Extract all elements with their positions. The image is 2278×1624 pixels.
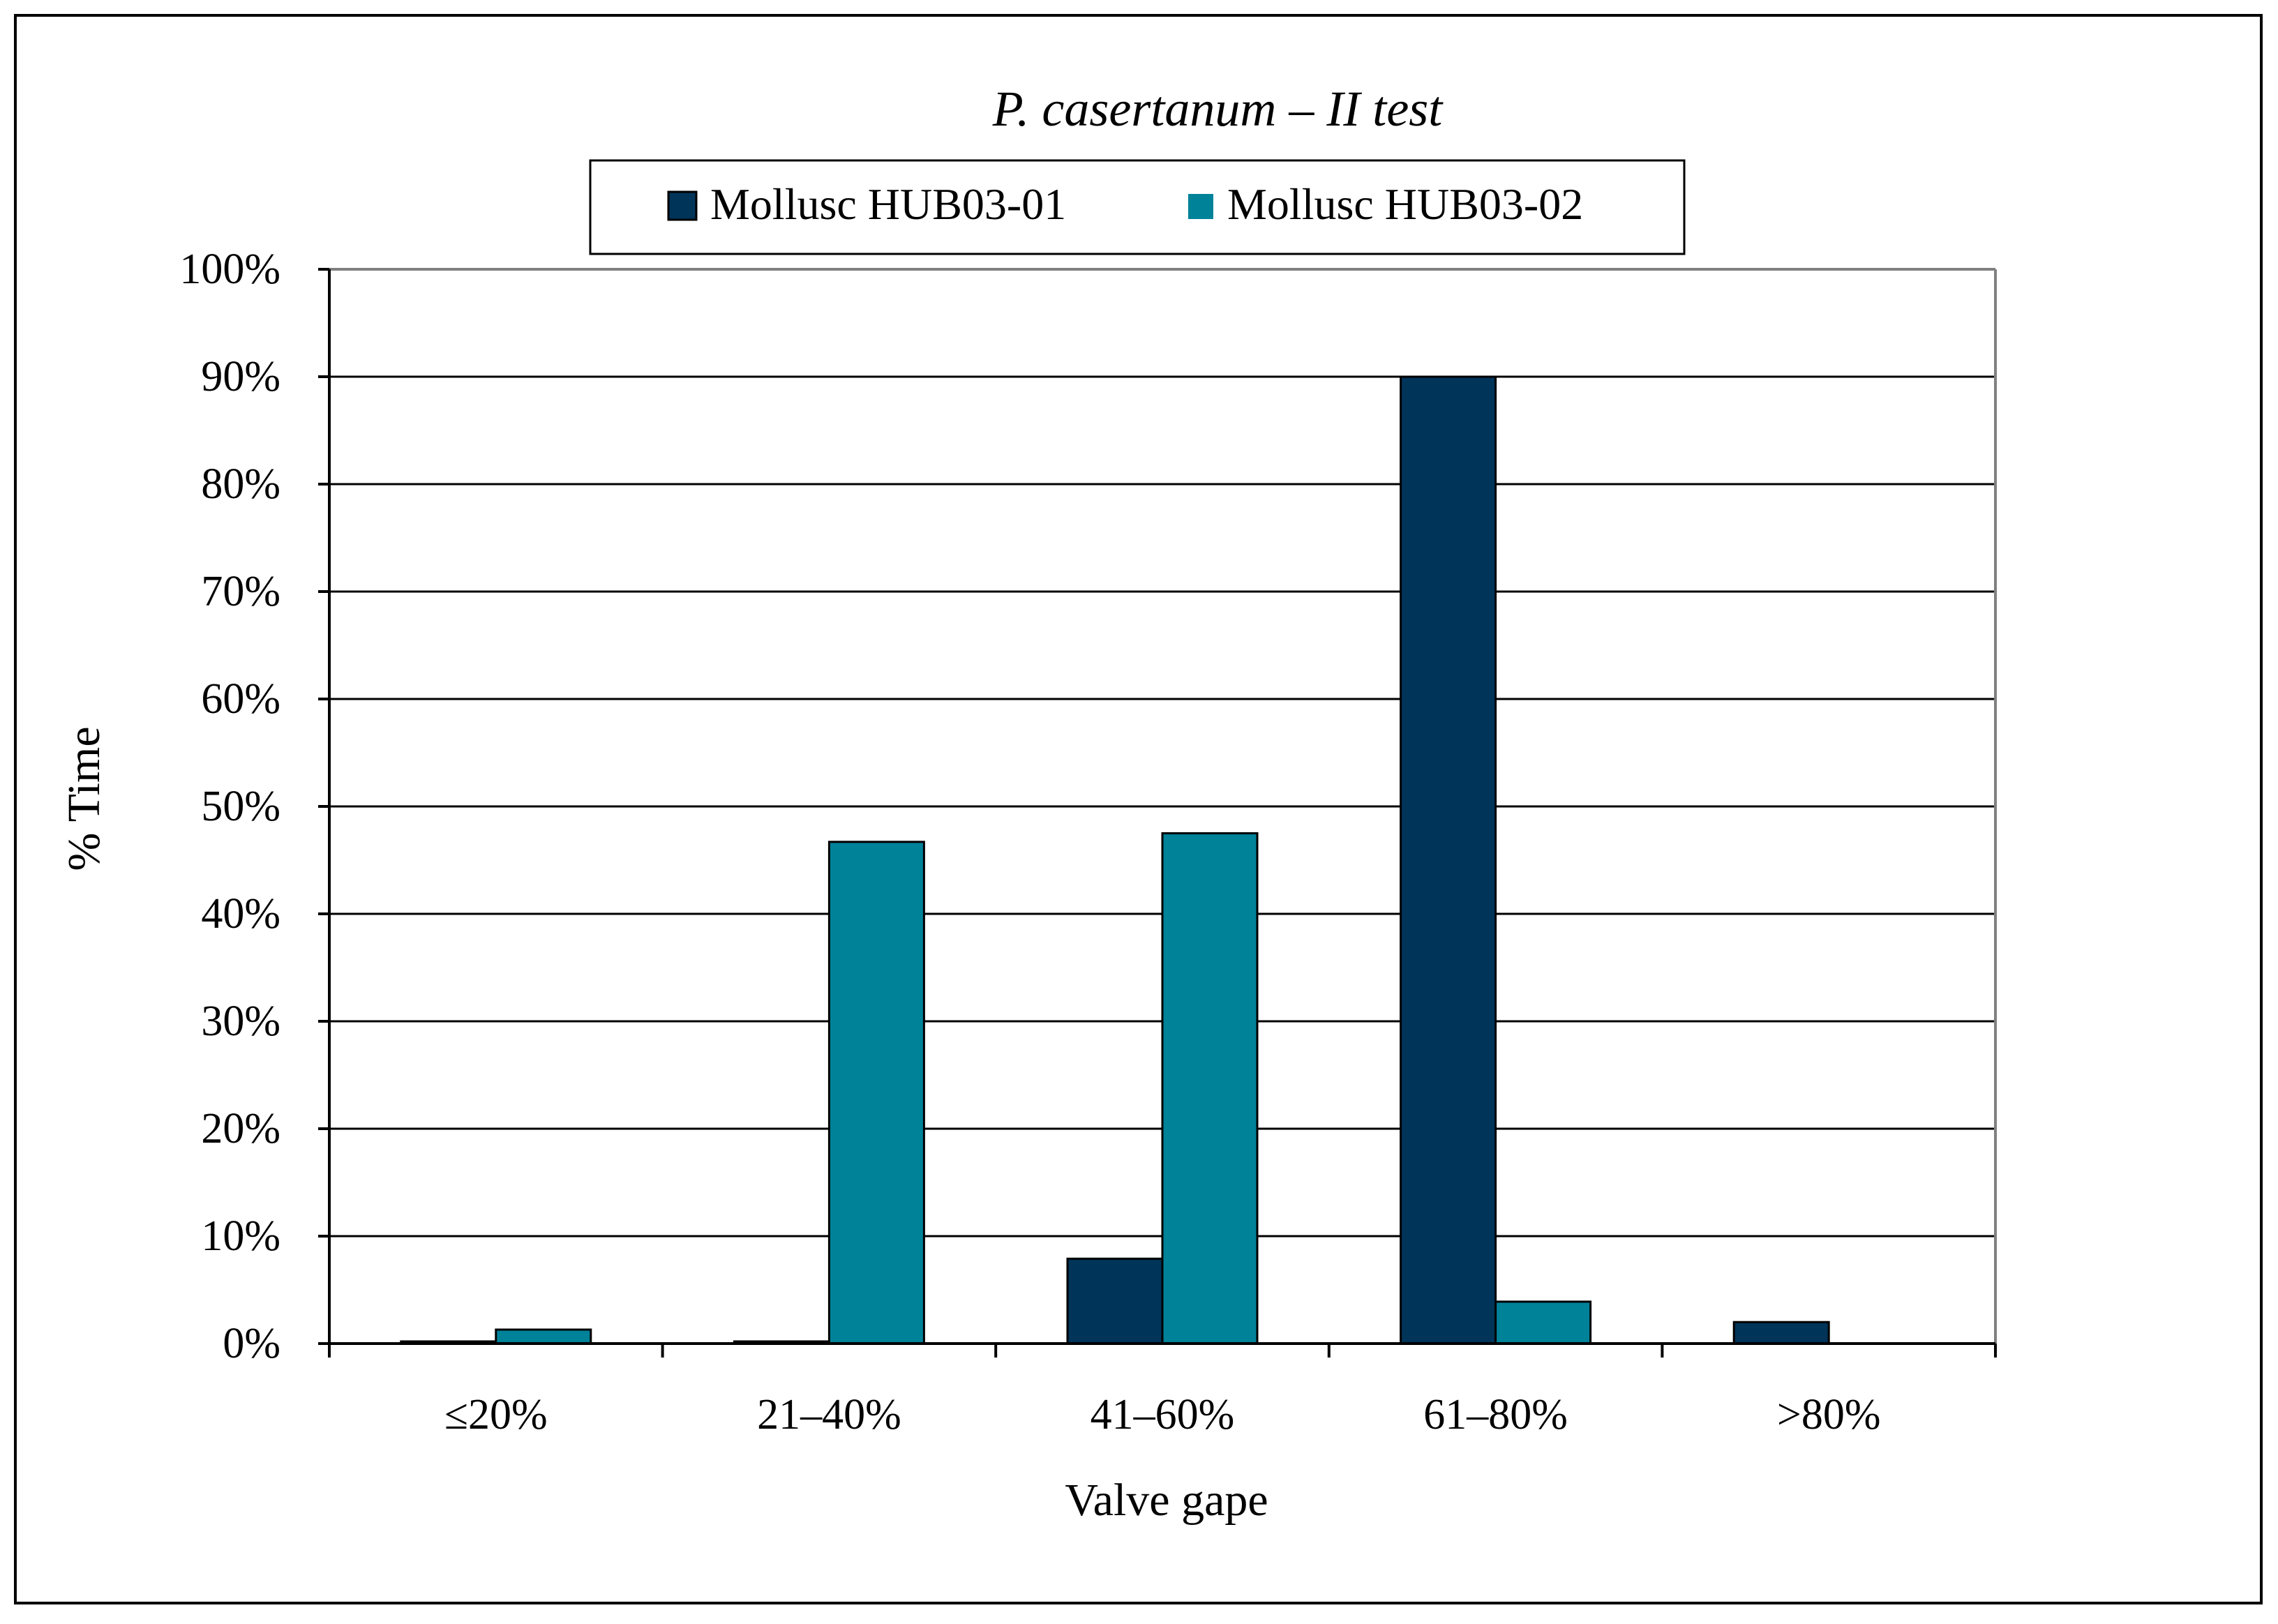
bar-hub03-01-4 bbox=[1732, 1321, 1830, 1345]
x-tick-label-4: >80% bbox=[1777, 1391, 1881, 1438]
bar-hub03-02-0 bbox=[495, 1328, 592, 1345]
legend-swatch-hub03-01 bbox=[667, 190, 698, 221]
y-tick-label-10: 10% bbox=[201, 1212, 280, 1260]
y-tick-labels: 0% 10% 20% 30% 40% 50% 60% 70% 80% 90% 100% bbox=[179, 246, 280, 1367]
legend-label-hub03-02: Mollusc HUB03-02 bbox=[1227, 179, 1583, 229]
legend: Mollusc HUB03-01 Mollusc HUB03-02 bbox=[589, 159, 1686, 255]
y-tick-label-50: 50% bbox=[201, 783, 280, 830]
bars bbox=[400, 375, 1830, 1345]
bar-hub03-02-2 bbox=[1161, 832, 1259, 1345]
y-tick-label-90: 90% bbox=[201, 353, 280, 400]
legend-swatch-hub03-02 bbox=[1188, 194, 1213, 219]
x-axis-label: Valve gape bbox=[1065, 1475, 1268, 1526]
y-tick-label-0: 0% bbox=[223, 1320, 280, 1367]
y-tick-label-60: 60% bbox=[201, 675, 280, 723]
x-tick-label-3: 61–80% bbox=[1423, 1391, 1568, 1438]
bar-hub03-02-1 bbox=[827, 841, 925, 1345]
y-axis-label: % Time bbox=[59, 726, 110, 871]
axes bbox=[318, 268, 1997, 1358]
x-tick-label-0: ≤20% bbox=[444, 1391, 548, 1438]
x-tick-label-2: 41–60% bbox=[1091, 1391, 1235, 1438]
legend-box bbox=[589, 159, 1686, 255]
y-tick-label-70: 70% bbox=[201, 568, 280, 615]
bar-hub03-01-3 bbox=[1400, 375, 1497, 1345]
x-tick-label-1: 21–40% bbox=[757, 1391, 901, 1438]
bar-hub03-01-2 bbox=[1066, 1257, 1164, 1345]
legend-label-hub03-01: Mollusc HUB03-01 bbox=[710, 179, 1066, 229]
y-tick-label-20: 20% bbox=[201, 1105, 280, 1152]
chart-title: P. casertanum – II test bbox=[992, 81, 1444, 137]
x-tick-labels: ≤20% 21–40% 41–60% 61–80% >80% bbox=[444, 1391, 1881, 1438]
y-tick-label-30: 30% bbox=[201, 998, 280, 1045]
y-tick-label-100: 100% bbox=[179, 246, 280, 293]
y-tick-label-40: 40% bbox=[201, 890, 280, 938]
bar-hub03-02-3 bbox=[1494, 1300, 1592, 1345]
y-tick-label-80: 80% bbox=[201, 460, 280, 508]
